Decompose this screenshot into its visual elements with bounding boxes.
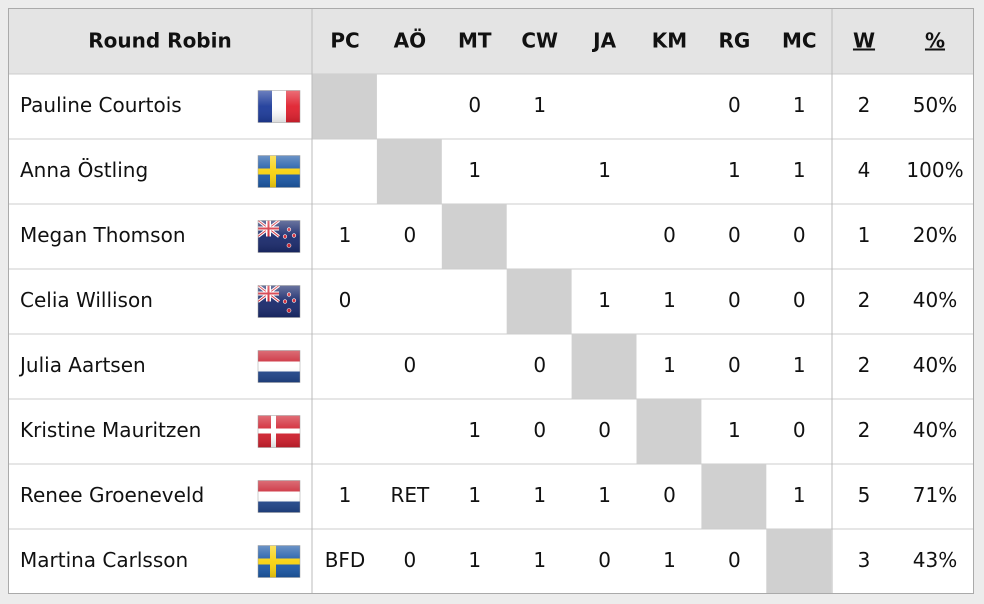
win-pct: 40% [913,353,957,377]
header-pct: % [925,29,945,53]
win-pct: 40% [913,288,957,312]
wins: 2 [858,93,871,117]
result: 1 [468,158,481,182]
diagonal-cell [441,204,507,269]
result: 0 [728,353,741,377]
flag-gloss [257,350,301,383]
flag-gloss [257,545,301,578]
diagonal-cell [766,529,832,594]
result: RET [391,483,431,507]
result: 1 [533,93,546,117]
player-name: Pauline Courtois [20,93,182,117]
result: 0 [728,548,741,572]
wins: 2 [858,288,871,312]
header-row [8,8,974,74]
diagonal-cell [312,74,377,139]
result: 0 [728,93,741,117]
result: 1 [468,483,481,507]
result: 1 [339,483,352,507]
result: 0 [663,223,676,247]
result: 1 [793,158,806,182]
result: 1 [663,288,676,312]
diagonal-cell [571,334,637,399]
win-pct: 40% [913,418,957,442]
result: 0 [404,353,417,377]
player-name: Celia Willison [20,288,153,312]
result: 1 [533,483,546,507]
player-name: Julia Aartsen [18,353,146,377]
wins: 1 [858,223,871,247]
result: 0 [728,288,741,312]
result: 0 [533,418,546,442]
result: 0 [663,483,676,507]
diagonal-cell [701,464,767,529]
wins: 5 [858,483,871,507]
flag-gloss [257,285,301,318]
result: 1 [598,483,611,507]
result: 1 [793,483,806,507]
result: 0 [404,548,417,572]
header-title: Round Robin [88,29,231,53]
result: 1 [793,353,806,377]
flag-gloss [257,90,301,123]
result: 0 [598,418,611,442]
player-name: Anna Östling [20,158,148,182]
result: BFD [325,548,366,572]
result: 1 [339,223,352,247]
diagonal-cell [636,399,702,464]
result: 1 [663,548,676,572]
player-name: Renee Groeneveld [20,483,204,507]
player-name: Martina Carlsson [20,548,188,572]
result: 1 [728,158,741,182]
result: 0 [728,223,741,247]
column-header: MC [782,29,817,53]
flag-gloss [257,155,301,188]
win-pct: 71% [913,483,957,507]
result: 0 [339,288,352,312]
result: 1 [598,288,611,312]
diagonal-cell [506,269,572,334]
diagonal-cell [376,139,442,204]
win-pct: 50% [913,93,957,117]
wins: 2 [858,418,871,442]
player-name: Kristine Mauritzen [20,418,201,442]
wins: 3 [858,548,871,572]
header-wins: W [853,29,875,53]
result: 1 [728,418,741,442]
flag-gloss [257,415,301,448]
result: 1 [598,158,611,182]
result: 0 [793,418,806,442]
result: 0 [468,93,481,117]
column-header: CW [521,29,558,53]
win-pct: 20% [913,223,957,247]
result: 0 [598,548,611,572]
wins: 2 [858,353,871,377]
column-header: MT [458,29,492,53]
result: 0 [793,223,806,247]
result: 1 [468,548,481,572]
table-border [8,8,974,594]
result: 1 [663,353,676,377]
flag-gloss [257,480,301,513]
flag-gloss [257,220,301,253]
column-header: RG [718,29,750,53]
column-header: JA [591,29,616,53]
win-pct: 43% [913,548,957,572]
wins: 4 [858,158,871,182]
result: 1 [793,93,806,117]
result: 0 [533,353,546,377]
win-pct: 100% [906,158,963,182]
player-name: Megan Thomson [20,223,186,247]
column-header: AÖ [394,29,426,53]
result: 1 [468,418,481,442]
column-header: PC [330,29,359,53]
column-header: KM [652,29,687,53]
result: 0 [404,223,417,247]
table-body [8,8,974,594]
result: 0 [793,288,806,312]
result: 1 [533,548,546,572]
